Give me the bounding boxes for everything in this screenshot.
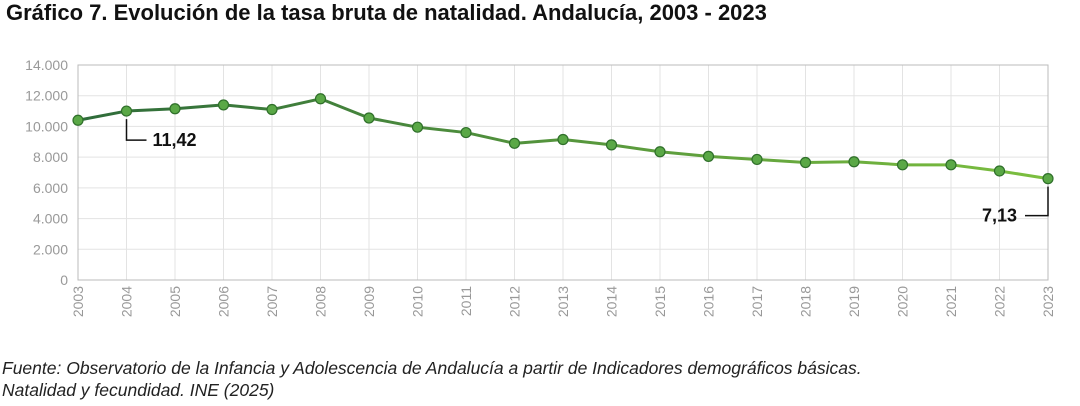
y-tick-label: 0 [60,272,68,288]
data-point [605,139,618,151]
annotation-label: 11,42 [153,130,197,150]
x-tick-label: 2015 [652,286,668,317]
y-tick-label: 10.000 [25,118,68,134]
x-tick-label: 2009 [361,286,377,317]
y-tick-label: 4.000 [33,211,68,227]
y-tick-label: 2.000 [33,241,68,257]
data-point [993,165,1006,177]
data-point [1042,173,1054,185]
data-point [411,121,424,133]
chart-title: Gráfico 7. Evolución de la tasa bruta de… [6,0,767,25]
x-tick-label: 2019 [846,286,862,317]
data-point [217,99,230,111]
x-tick-label: 2008 [313,286,329,317]
x-tick-label: 2010 [410,286,426,317]
annotation-label: 7,13 [982,206,1017,226]
x-tick-label: 2023 [1040,286,1056,317]
x-tick-label: 2007 [264,286,280,317]
annotation-layer: 11,42 7,13 [125,119,1049,226]
data-point [314,93,327,105]
y-tick-label: 12.000 [25,88,68,104]
data-point [72,114,84,126]
data-point [169,103,181,115]
plot-frame [77,64,1049,281]
data-point [751,153,763,166]
source-line-2: Natalidad y fecundidad. INE (2025) [2,380,275,400]
x-tick-label: 2003 [70,286,86,317]
y-tick-label: 8.000 [33,149,68,165]
data-point [945,159,957,171]
source-line-1: Fuente: Observatorio de la Infancia y Ad… [2,358,862,378]
data-point [460,126,472,139]
data-point [557,133,569,146]
x-tick-label: 2022 [992,286,1008,317]
data-point [508,137,521,149]
data-point [896,159,909,171]
x-tick-label: 2020 [895,286,911,317]
line-chart: 0 2.000 4.000 6.000 8.000 10.000 12.000 14.000 2… [25,57,1056,317]
data-point [120,105,133,117]
source-note: Fuente: Observatorio de la Infancia y Ad… [2,357,1072,401]
data-point [266,103,278,116]
x-tick-label: 2005 [167,286,183,317]
series-layer [72,93,1054,185]
x-tick-label: 2013 [555,286,571,317]
annotation-leader [125,119,147,141]
x-tick-label: 2004 [119,286,135,317]
x-tick-label: 2016 [701,286,717,317]
tick-layer: 0 2.000 4.000 6.000 8.000 10.000 12.000 14.000 2… [25,57,1056,317]
grid-layer [77,64,1049,281]
x-tick-label: 2012 [507,286,523,317]
x-tick-label: 2018 [798,286,814,317]
y-tick-label: 6.000 [33,180,68,196]
data-point [848,156,860,168]
x-tick-label: 2006 [216,286,232,317]
data-point [799,156,812,169]
x-tick-label: 2011 [458,286,474,316]
y-tick-label: 14.000 [25,57,68,73]
x-tick-label: 2021 [943,286,959,317]
data-point [702,150,715,162]
data-point [363,112,375,124]
annotation-leader [1025,186,1049,217]
x-tick-label: 2014 [604,286,620,317]
data-point [654,146,666,158]
x-tick-label: 2017 [749,286,765,317]
